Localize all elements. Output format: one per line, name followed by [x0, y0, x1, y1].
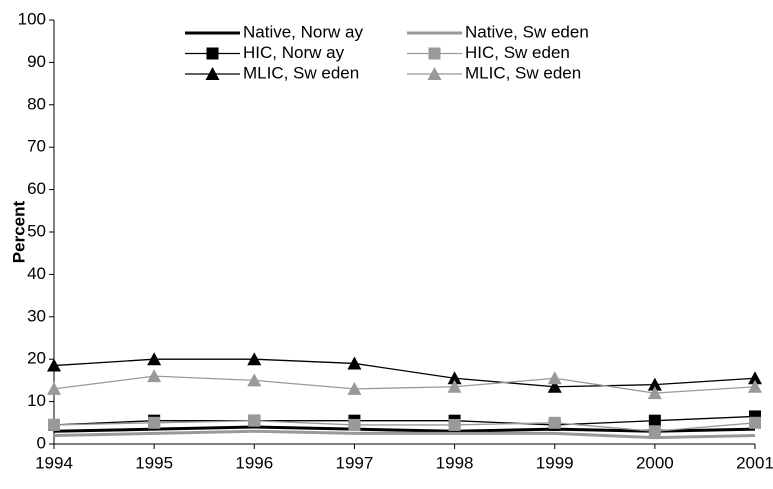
y-tick-label: 60: [27, 179, 46, 198]
y-tick-label: 70: [27, 137, 46, 156]
marker: [247, 373, 262, 387]
marker: [206, 47, 219, 60]
marker: [147, 369, 162, 383]
y-tick-label: 80: [27, 94, 46, 113]
marker: [248, 414, 261, 427]
marker: [547, 371, 562, 385]
y-tick-label: 30: [27, 306, 46, 325]
x-tick-label: 1997: [336, 453, 374, 472]
line: [53, 415, 756, 426]
line: [53, 375, 756, 394]
legend-label: Native, Norw ay: [243, 22, 363, 41]
y-axis-label: Percent: [9, 200, 28, 263]
marker: [447, 371, 462, 385]
marker: [748, 371, 762, 385]
x-tick-label: 1994: [35, 453, 73, 472]
marker: [48, 418, 60, 431]
x-tick-label: 1999: [536, 453, 574, 472]
x-tick-label: 1995: [135, 453, 173, 472]
marker: [748, 379, 762, 393]
y-tick-label: 20: [27, 349, 46, 368]
marker: [427, 67, 442, 80]
line: [53, 420, 756, 432]
marker: [428, 47, 441, 60]
marker: [348, 418, 361, 431]
legend-label: MLIC, Sw eden: [465, 63, 581, 82]
marker: [647, 386, 662, 400]
marker: [749, 416, 761, 429]
marker: [47, 358, 61, 372]
marker: [247, 352, 262, 366]
y-tick-label: 40: [27, 264, 46, 283]
marker: [648, 425, 661, 438]
marker: [205, 67, 220, 80]
legend-label: Native, Sw eden: [465, 22, 589, 41]
y-tick-label: 100: [18, 9, 46, 28]
marker: [448, 418, 461, 431]
legend-label: MLIC, Sw eden: [243, 63, 359, 82]
y-tick-label: 90: [27, 52, 46, 71]
marker: [547, 379, 562, 393]
x-tick-label: 1996: [235, 453, 273, 472]
marker: [447, 379, 462, 393]
y-tick-label: 50: [27, 221, 46, 240]
marker: [347, 356, 362, 370]
marker: [648, 414, 661, 427]
line: [53, 425, 756, 433]
marker: [548, 416, 561, 429]
y-tick-label: 10: [27, 391, 46, 410]
x-tick-label: 2000: [636, 453, 674, 472]
x-tick-label: 1998: [436, 453, 474, 472]
marker: [47, 381, 61, 395]
line: [53, 358, 756, 388]
x-tick-label: 2001: [736, 453, 773, 472]
marker: [647, 377, 662, 391]
line: [53, 429, 756, 440]
y-tick-label: 0: [37, 433, 46, 452]
legend-label: HIC, Norw ay: [243, 43, 345, 62]
marker: [147, 352, 162, 366]
marker: [148, 416, 161, 429]
marker: [347, 381, 362, 395]
legend-label: HIC, Sw eden: [465, 43, 570, 62]
